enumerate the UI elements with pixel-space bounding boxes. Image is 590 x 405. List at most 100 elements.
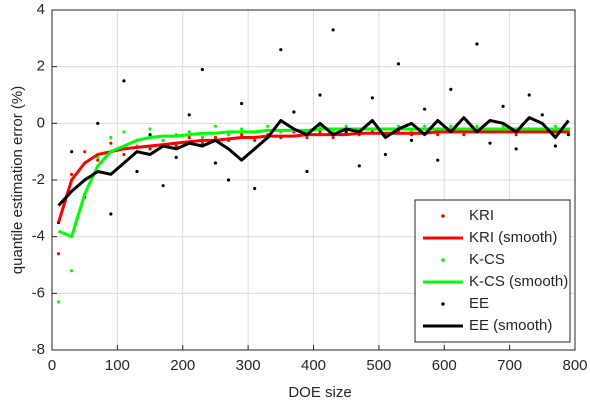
scatter-point xyxy=(553,144,557,148)
legend-label: K-CS xyxy=(469,251,505,268)
x-tick-label: 500 xyxy=(366,357,391,374)
scatter-point xyxy=(383,152,388,157)
x-tick-label: 300 xyxy=(236,357,261,374)
scatter-point xyxy=(161,138,165,142)
x-tick-label: 800 xyxy=(562,357,587,374)
y-tick-label: -2 xyxy=(32,171,45,188)
y-tick-label: 0 xyxy=(37,114,45,131)
scatter-point xyxy=(148,127,152,131)
scatter-point xyxy=(475,124,479,128)
y-tick-label: 4 xyxy=(37,1,45,18)
x-tick-label: 0 xyxy=(48,357,56,374)
scatter-point xyxy=(187,113,191,117)
scatter-point xyxy=(122,130,126,134)
legend-marker xyxy=(441,302,445,306)
scatter-point xyxy=(370,96,374,100)
scatter-point xyxy=(266,124,270,128)
scatter-point xyxy=(109,212,113,216)
scatter-point xyxy=(239,133,244,137)
scatter-point xyxy=(436,133,440,137)
scatter-point xyxy=(213,161,218,165)
scatter-point xyxy=(213,135,218,140)
scatter-point xyxy=(344,124,348,128)
scatter-point xyxy=(396,124,401,128)
scatter-point xyxy=(70,172,74,176)
scatter-point xyxy=(109,135,113,140)
y-tick-label: 2 xyxy=(37,58,45,75)
scatter-point xyxy=(253,138,257,142)
scatter-point xyxy=(226,133,231,137)
scatter-point xyxy=(514,133,518,137)
scatter-point xyxy=(187,135,191,140)
scatter-point xyxy=(475,42,479,46)
scatter-point xyxy=(213,124,218,128)
scatter-point xyxy=(174,144,178,148)
scatter-point xyxy=(331,135,335,140)
scatter-point xyxy=(344,130,348,134)
scatter-point xyxy=(436,158,440,162)
scatter-point xyxy=(566,133,571,137)
scatter-point xyxy=(305,169,309,174)
scatter-point xyxy=(96,121,100,125)
scatter-point xyxy=(553,124,557,128)
y-tick-label: -8 xyxy=(32,341,45,358)
smooth-line xyxy=(57,116,570,207)
scatter-point xyxy=(239,101,244,106)
y-axis-label: quantile estimation error (%) xyxy=(9,86,26,274)
scatter-point xyxy=(83,150,87,154)
scatter-point xyxy=(357,164,361,168)
scatter-point xyxy=(56,300,61,304)
scatter-point xyxy=(318,93,322,97)
scatter-point xyxy=(501,104,505,108)
scatter-point xyxy=(174,155,178,159)
scatter-point xyxy=(318,130,322,134)
y-tick-label: -6 xyxy=(32,284,45,301)
plot-frame xyxy=(51,9,576,351)
scatter-point xyxy=(161,184,165,188)
legend-label: K-CS (smooth) xyxy=(469,273,568,290)
scatter-point xyxy=(305,135,309,140)
scatter-point xyxy=(200,141,204,145)
x-axis-label: DOE size xyxy=(288,384,351,401)
scatter-point xyxy=(56,252,61,256)
plot-area xyxy=(56,28,571,304)
scatter-point xyxy=(423,107,427,111)
scatter-point xyxy=(148,133,152,137)
scatter-point xyxy=(292,110,296,114)
scatter-point xyxy=(187,130,191,134)
scatter-point xyxy=(148,147,152,151)
legend-label: KRI xyxy=(469,207,494,224)
legend-box xyxy=(414,199,571,343)
scatter-point xyxy=(527,93,531,97)
scatter-point xyxy=(514,147,518,151)
scatter-point xyxy=(122,152,126,157)
scatter-point xyxy=(409,138,414,142)
scatter-point xyxy=(462,133,466,137)
scatter-point xyxy=(226,178,231,182)
scatter-point xyxy=(423,124,427,128)
x-tick-label: 700 xyxy=(497,357,522,374)
scatter-point xyxy=(449,124,453,128)
scatter-point xyxy=(200,67,204,72)
legend-label: KRI (smooth) xyxy=(469,229,557,246)
scatter-point xyxy=(70,269,74,273)
legend-label: EE xyxy=(469,295,489,312)
scatter-point xyxy=(200,135,204,140)
scatter-point xyxy=(70,150,74,154)
scatter-point xyxy=(122,79,126,83)
legend-marker xyxy=(441,258,445,262)
legend-label: EE (smooth) xyxy=(469,317,552,334)
scatter-point xyxy=(396,62,401,66)
x-tick-label: 100 xyxy=(105,357,130,374)
scatter-point xyxy=(253,186,257,191)
scatter-point xyxy=(109,141,113,145)
scatter-point xyxy=(540,113,544,117)
scatter-point xyxy=(239,127,244,131)
scatter-point xyxy=(449,87,453,91)
y-tick-label: -4 xyxy=(32,228,45,245)
legend-marker xyxy=(441,214,445,218)
scatter-point xyxy=(488,141,492,145)
scatter-point xyxy=(96,158,100,162)
x-tick-label: 600 xyxy=(432,357,457,374)
